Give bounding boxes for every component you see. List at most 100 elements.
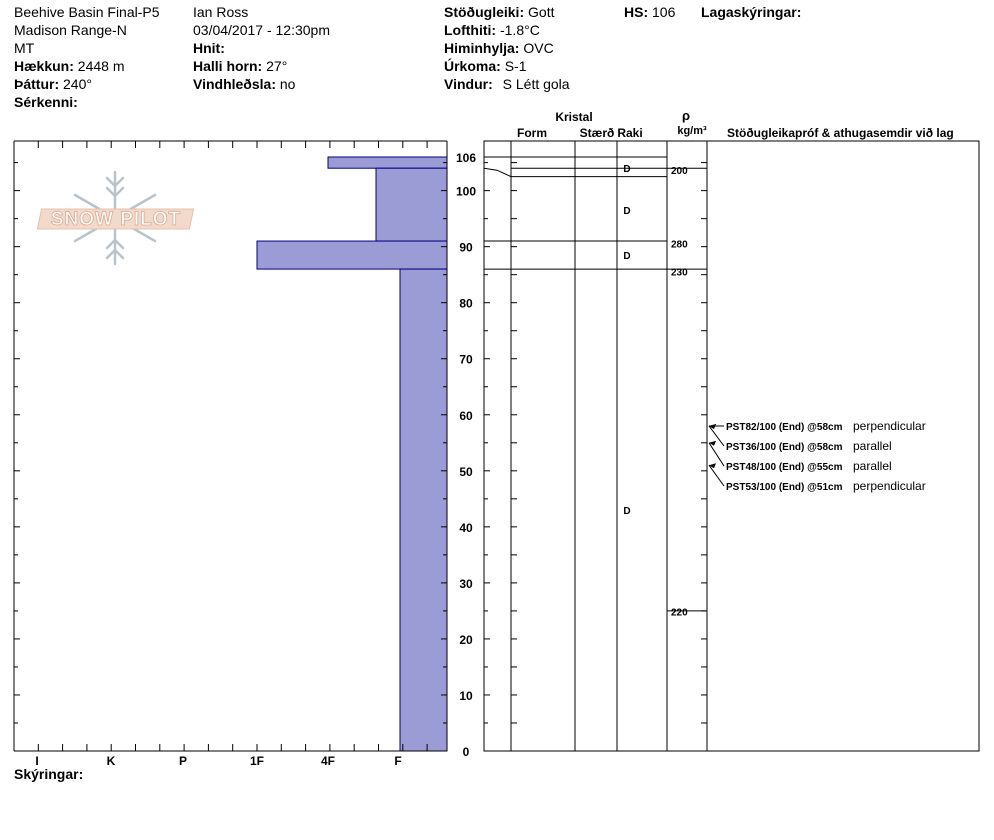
height-axis-labels: 0 10 20 30 40 50 60 70 80 90 100 106 bbox=[456, 151, 476, 759]
rho-header: ρ bbox=[682, 108, 690, 123]
height-tick-label: 0 bbox=[463, 745, 470, 759]
moisture-value: D bbox=[623, 164, 630, 175]
test-arrow-icon bbox=[709, 463, 716, 469]
aspect-value: 240° bbox=[63, 76, 92, 92]
hardness-axis-labels: I K P 1F 4F F bbox=[35, 754, 401, 768]
layer-notes-row: Lagaskýringar: bbox=[701, 3, 801, 21]
logo-banner bbox=[36, 208, 195, 230]
aspect-label: Þáttur: bbox=[14, 76, 60, 92]
wind-loading-row: Vindhleðsla: no bbox=[193, 75, 295, 93]
slope-value: 27° bbox=[266, 58, 288, 74]
elevation-label: Hækkun: bbox=[14, 58, 74, 74]
site-name: Beehive Basin Final-P5 bbox=[14, 4, 160, 20]
moisture-value: D bbox=[623, 206, 630, 217]
hs-row: HS: 106 bbox=[624, 3, 675, 21]
state-name: MT bbox=[14, 40, 35, 56]
layer-notes-label: Lagaskýringar: bbox=[701, 4, 802, 20]
wind-value: S Létt gola bbox=[502, 76, 570, 92]
sky-label: Himinhylja: bbox=[444, 40, 520, 56]
test-label: PST53/100 (End) @51cm bbox=[726, 482, 843, 493]
size-header: Stærð bbox=[580, 126, 615, 140]
test-note: parallel bbox=[853, 439, 892, 453]
density-value: 220 bbox=[671, 607, 688, 618]
comments-label: Skýringar: bbox=[14, 766, 84, 782]
hardness-layers bbox=[256, 156, 448, 752]
height-tick-label: 60 bbox=[459, 409, 473, 423]
form-header: Form bbox=[517, 126, 547, 140]
height-tick-label: 40 bbox=[459, 521, 473, 535]
moisture-value: D bbox=[623, 251, 630, 262]
height-tick-label: 30 bbox=[459, 577, 473, 591]
test-pointer bbox=[708, 442, 725, 467]
elevation-value: 2448 m bbox=[77, 58, 125, 74]
test-label: PST48/100 (End) @55cm bbox=[726, 462, 843, 473]
air-temp-label: Lofthiti: bbox=[444, 22, 497, 38]
wind-label: Vindur: bbox=[444, 76, 493, 92]
stability-label: Stöðugleiki: bbox=[444, 4, 525, 20]
hardness-bar bbox=[375, 167, 448, 242]
tests-header: Stöðugleikapróf & athugasemdir við lag bbox=[727, 126, 954, 140]
test-pointer bbox=[708, 464, 725, 487]
layer-connector bbox=[483, 167, 512, 178]
hardness-label: 1F bbox=[250, 754, 264, 768]
wind-loading-label: Vindhleðsla: bbox=[193, 76, 276, 92]
density-value: 280 bbox=[671, 239, 688, 250]
sky-row: Himinhylja: OVC bbox=[444, 39, 554, 57]
features-row: Sérkenni: bbox=[14, 93, 78, 111]
hardness-label: F bbox=[394, 754, 401, 768]
height-tick-label: 106 bbox=[456, 151, 476, 165]
comments-row: Skýringar: bbox=[14, 765, 83, 783]
slope-label: Halli horn: bbox=[193, 58, 263, 74]
height-tick-label: 70 bbox=[459, 353, 473, 367]
observation-datetime: 03/04/2017 - 12:30pm bbox=[193, 22, 330, 38]
hardness-label: I bbox=[35, 754, 38, 768]
height-tick-label: 90 bbox=[459, 241, 473, 255]
coords-row: Hnit: bbox=[193, 39, 225, 57]
precip-value: S-1 bbox=[504, 58, 527, 74]
test-arrow-icon bbox=[709, 423, 716, 429]
test-note: perpendicular bbox=[853, 419, 926, 433]
hardness-label: 4F bbox=[321, 754, 335, 768]
test-note: parallel bbox=[853, 459, 892, 473]
elevation-row: Hækkun: 2448 m bbox=[14, 57, 125, 75]
range-name: Madison Range-N bbox=[14, 22, 127, 38]
logo-text: SNOW PILOT bbox=[51, 209, 181, 230]
aspect-row: Þáttur: 240° bbox=[14, 75, 92, 93]
stability-row: Stöðugleiki: Gott bbox=[444, 3, 554, 21]
sky-value: OVC bbox=[523, 40, 554, 56]
density-unit-header: kg/m³ bbox=[677, 125, 707, 137]
layer-table bbox=[483, 140, 980, 752]
stability-value: Gott bbox=[528, 4, 555, 20]
density-marks: 200 280 230 220 bbox=[667, 166, 707, 618]
precip-label: Úrkoma: bbox=[444, 58, 501, 74]
table-frame bbox=[483, 140, 980, 752]
test-note: perpendicular bbox=[853, 479, 926, 493]
wind-row: Vindur: S Létt gola bbox=[444, 75, 570, 93]
test-label: PST36/100 (End) @58cm bbox=[726, 442, 843, 453]
moisture-value: D bbox=[623, 506, 630, 517]
height-tick-label: 100 bbox=[456, 185, 476, 199]
crystal-header: Kristal bbox=[555, 110, 592, 124]
moisture-header: Raki bbox=[617, 126, 642, 140]
precip-row: Úrkoma: S-1 bbox=[444, 57, 526, 75]
test-arrow-icon bbox=[709, 440, 716, 446]
air-temp-row: Lofthiti: -1.8°C bbox=[444, 21, 540, 39]
hardness-label: K bbox=[107, 754, 116, 768]
density-value: 200 bbox=[671, 166, 688, 177]
height-tick-label: 50 bbox=[459, 465, 473, 479]
hardness-label: P bbox=[179, 754, 187, 768]
observer-name: Ian Ross bbox=[193, 4, 249, 20]
hs-value: 106 bbox=[652, 4, 676, 20]
wind-loading-value: no bbox=[279, 76, 296, 92]
features-label: Sérkenni: bbox=[14, 94, 78, 110]
density-value: 230 bbox=[671, 267, 688, 278]
hardness-ticks bbox=[13, 141, 707, 752]
slope-row: Halli horn: 27° bbox=[193, 57, 287, 75]
hardness-bar bbox=[327, 156, 448, 169]
height-tick-label: 80 bbox=[459, 297, 473, 311]
hs-label: HS: bbox=[624, 4, 649, 20]
moisture-marks: D D D D bbox=[623, 164, 630, 517]
hardness-bar bbox=[256, 240, 448, 270]
test-pointer bbox=[708, 425, 725, 447]
